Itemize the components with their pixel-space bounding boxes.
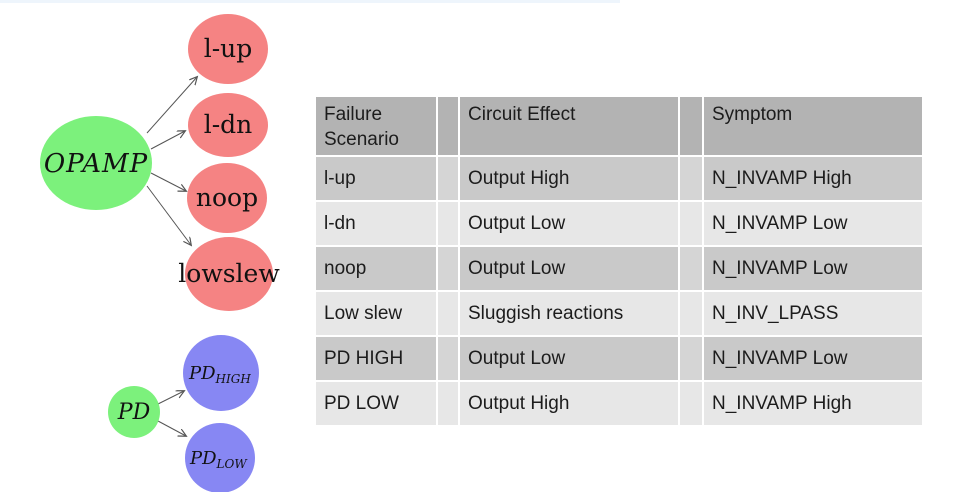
table-header-row: Failure Scenario Circuit Effect Symptom — [316, 97, 922, 155]
spacer-cell — [680, 292, 702, 335]
node-l-dn-label: l-dn — [204, 110, 253, 139]
node-noop — [187, 163, 267, 233]
node-pd — [108, 386, 160, 438]
pd-low-subscript: LOW — [216, 457, 249, 471]
node-l-up-label: l-up — [204, 34, 253, 63]
fault-tree-diagram: OPAMP l-up l-dn noop lowslew PD PDHIGH P… — [40, 14, 280, 492]
cell-failure-scenario: PD HIGH — [316, 337, 436, 380]
spacer-cell — [680, 202, 702, 245]
spacer-cell — [438, 202, 458, 245]
node-pd-low — [185, 423, 255, 492]
header-failure-scenario: Failure Scenario — [316, 97, 436, 155]
spacer-cell — [438, 247, 458, 290]
cell-circuit-effect: Output Low — [460, 337, 678, 380]
spacer-cell — [438, 292, 458, 335]
table-row: PD HIGH Output Low N_INVAMP Low — [316, 337, 922, 380]
table-row: l-up Output High N_INVAMP High — [316, 157, 922, 200]
node-pd-high-label: PDHIGH — [188, 363, 251, 386]
table-row: noop Output Low N_INVAMP Low — [316, 247, 922, 290]
spacer-cell — [680, 247, 702, 290]
edge-pd-pdlow — [157, 420, 186, 436]
cell-circuit-effect: Output Low — [460, 247, 678, 290]
node-l-dn — [188, 93, 268, 157]
cell-failure-scenario: l-up — [316, 157, 436, 200]
node-pd-high — [183, 335, 259, 411]
cell-symptom: N_INV_LPASS — [704, 292, 922, 335]
cell-circuit-effect: Output High — [460, 382, 678, 425]
spacer-cell — [438, 382, 458, 425]
cell-circuit-effect: Sluggish reactions — [460, 292, 678, 335]
node-noop-label: noop — [196, 183, 258, 212]
cell-circuit-effect: Output High — [460, 157, 678, 200]
edge-opamp-noop — [150, 172, 186, 191]
cell-failure-scenario: noop — [316, 247, 436, 290]
node-lowslew-label: lowslew — [178, 259, 280, 288]
cell-failure-scenario: Low slew — [316, 292, 436, 335]
table-row: l-dn Output Low N_INVAMP Low — [316, 202, 922, 245]
cell-symptom: N_INVAMP Low — [704, 202, 922, 245]
failure-scenario-table: Failure Scenario Circuit Effect Symptom … — [314, 95, 924, 427]
spacer-cell — [680, 382, 702, 425]
table-row: PD LOW Output High N_INVAMP High — [316, 382, 922, 425]
top-edge-strip — [0, 0, 620, 3]
table-row: Low slew Sluggish reactions N_INV_LPASS — [316, 292, 922, 335]
node-pd-low-label: PDLOW — [189, 448, 248, 471]
header-circuit-effect: Circuit Effect — [460, 97, 678, 155]
cell-symptom: N_INVAMP High — [704, 157, 922, 200]
spacer-cell — [438, 337, 458, 380]
edge-opamp-l-dn — [150, 131, 185, 150]
edge-opamp-lowslew — [146, 185, 191, 245]
spacer-cell — [680, 157, 702, 200]
header-symptom: Symptom — [704, 97, 922, 155]
cell-failure-scenario: l-dn — [316, 202, 436, 245]
cell-circuit-effect: Output Low — [460, 202, 678, 245]
pd-high-main: PD — [188, 363, 216, 384]
header-spacer-cell — [438, 97, 458, 155]
edge-pd-pdhigh — [157, 391, 184, 405]
pd-high-subscript: HIGH — [215, 372, 252, 386]
spacer-cell — [438, 157, 458, 200]
cell-symptom: N_INVAMP Low — [704, 337, 922, 380]
header-spacer-cell — [680, 97, 702, 155]
cell-symptom: N_INVAMP Low — [704, 247, 922, 290]
pd-low-main: PD — [189, 448, 217, 469]
edge-opamp-l-up — [146, 77, 197, 134]
cell-symptom: N_INVAMP High — [704, 382, 922, 425]
spacer-cell — [680, 337, 702, 380]
node-lowslew — [185, 237, 273, 311]
node-opamp — [40, 116, 152, 210]
cell-failure-scenario: PD LOW — [316, 382, 436, 425]
node-pd-label: PD — [117, 400, 151, 425]
node-opamp-label: OPAMP — [44, 149, 148, 179]
node-l-up — [188, 14, 268, 84]
